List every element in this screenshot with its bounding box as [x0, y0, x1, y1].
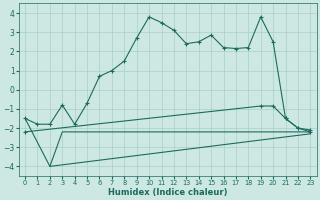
X-axis label: Humidex (Indice chaleur): Humidex (Indice chaleur): [108, 188, 228, 197]
